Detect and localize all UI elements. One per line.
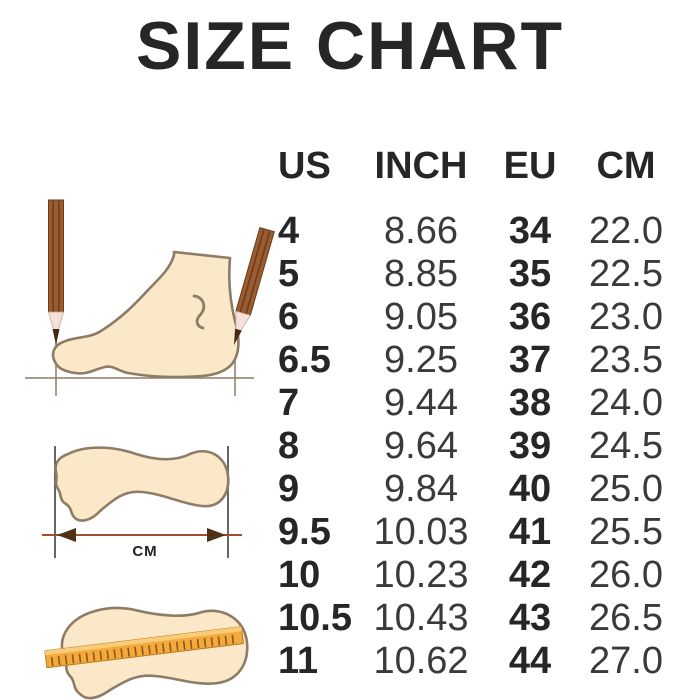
page-title: SIZE CHART xyxy=(136,8,564,84)
footprint-ruler-icon xyxy=(44,606,249,700)
cell-us: 5 xyxy=(278,253,300,295)
table-row: 10.5 10.43 43 26.5 xyxy=(278,597,678,640)
cell-eu: 42 xyxy=(508,554,552,596)
table-header-row: US INCH EU CM xyxy=(278,142,678,190)
column-header-us: US xyxy=(278,144,331,187)
cell-eu: 39 xyxy=(508,425,552,467)
cell-us: 9 xyxy=(278,468,300,510)
cell-inch: 9.64 xyxy=(384,425,458,467)
cell-inch: 10.23 xyxy=(373,554,469,596)
cell-cm: 24.0 xyxy=(589,382,663,424)
foot-measure-pencils-icon xyxy=(25,199,275,396)
table-row: 6.5 9.25 37 23.5 xyxy=(278,339,678,382)
size-table-body: 4 8.66 34 22.0 5 8.85 35 22.5 6 9.05 36 23.0 6.5 9.25… xyxy=(278,210,678,683)
cell-inch: 10.62 xyxy=(373,640,469,682)
footprint-length-arrow-icon: CM xyxy=(42,446,242,560)
table-row: 8 9.64 39 24.5 xyxy=(278,425,678,468)
column-header-cm: CM xyxy=(596,144,656,187)
cell-cm: 26.5 xyxy=(589,597,663,639)
cell-inch: 9.44 xyxy=(384,382,458,424)
cell-inch: 10.43 xyxy=(373,597,469,639)
cell-inch: 8.85 xyxy=(384,253,458,295)
cell-eu: 41 xyxy=(508,511,552,553)
table-row: 10 10.23 42 26.0 xyxy=(278,554,678,597)
cell-cm: 24.5 xyxy=(589,425,663,467)
cell-us: 8 xyxy=(278,425,300,467)
cell-inch: 10.03 xyxy=(373,511,469,553)
cell-inch: 9.05 xyxy=(384,296,458,338)
ruler-icon xyxy=(44,626,244,669)
cell-us: 11 xyxy=(278,640,319,682)
cell-eu: 36 xyxy=(508,296,552,338)
cell-us: 4 xyxy=(278,210,300,252)
column-header-eu: EU xyxy=(503,144,557,187)
cell-eu: 38 xyxy=(508,382,552,424)
pencil-left-icon xyxy=(47,199,65,345)
table-row: 9 9.84 40 25.0 xyxy=(278,468,678,511)
cell-inch: 9.84 xyxy=(384,468,458,510)
column-header-inch: INCH xyxy=(374,144,468,187)
cell-eu: 40 xyxy=(508,468,552,510)
size-table: US INCH EU CM 4 8.66 34 22.0 5 8.85 35 22.5 6 9.0… xyxy=(278,142,678,683)
cell-inch: 9.25 xyxy=(384,339,458,381)
cell-inch: 8.66 xyxy=(384,210,458,252)
cell-us: 7 xyxy=(278,382,300,424)
cell-cm: 25.0 xyxy=(589,468,663,510)
cell-cm: 22.0 xyxy=(589,210,663,252)
cell-cm: 22.5 xyxy=(589,253,663,295)
table-row: 9.5 10.03 41 25.5 xyxy=(278,511,678,554)
cell-cm: 26.0 xyxy=(589,554,663,596)
cell-cm: 25.5 xyxy=(589,511,663,553)
cell-us: 10.5 xyxy=(278,597,352,639)
cell-eu: 34 xyxy=(508,210,552,252)
cell-us: 10 xyxy=(278,554,321,596)
table-row: 6 9.05 36 23.0 xyxy=(278,296,678,339)
table-row: 4 8.66 34 22.0 xyxy=(278,210,678,253)
cell-eu: 35 xyxy=(508,253,552,295)
cell-eu: 44 xyxy=(508,640,552,682)
pencil-right-icon xyxy=(234,226,275,345)
cell-us: 9.5 xyxy=(278,511,331,553)
cell-us: 6.5 xyxy=(278,339,331,381)
cell-cm: 23.0 xyxy=(589,296,663,338)
cell-cm: 23.5 xyxy=(589,339,663,381)
cell-cm: 27.0 xyxy=(589,640,663,682)
cm-arrow-label: CM xyxy=(132,543,157,560)
cell-us: 6 xyxy=(278,296,300,338)
table-row: 5 8.85 35 22.5 xyxy=(278,253,678,296)
table-row: 11 10.62 44 27.0 xyxy=(278,640,678,683)
cell-eu: 43 xyxy=(508,597,552,639)
table-row: 7 9.44 38 24.0 xyxy=(278,382,678,425)
cell-eu: 37 xyxy=(508,339,552,381)
